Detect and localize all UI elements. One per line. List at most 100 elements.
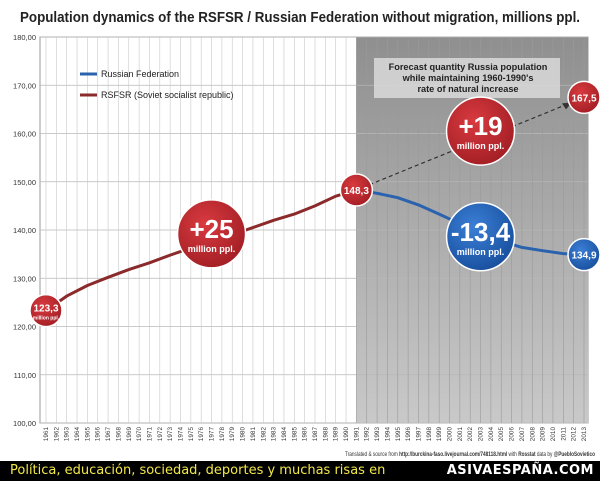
x-tick-label: 2001 — [457, 427, 464, 442]
x-tick-label: 2011 — [560, 427, 567, 441]
x-tick-label: 1983 — [271, 427, 278, 442]
source-note-part: http://burckina-faso.livejournal.com/748… — [399, 451, 507, 458]
x-tick-label: 1982 — [260, 427, 267, 442]
source-note-part: Translated & source from — [345, 451, 399, 458]
forecast-note: Forecast quantity Russia populationwhile… — [374, 58, 560, 98]
x-tick-label: 1962 — [53, 427, 60, 442]
x-tick-label: 2008 — [529, 427, 536, 442]
source-note-part: data by — [536, 451, 554, 458]
bubble-value: +25 — [189, 214, 233, 244]
x-tick-label: 2004 — [488, 427, 495, 442]
x-tick-label: 2005 — [498, 427, 505, 442]
x-tick-label: 1967 — [105, 427, 112, 442]
bubble-value: 148,3 — [344, 186, 369, 197]
legend-label: RSFSR (Soviet socialist republic) — [101, 90, 234, 100]
chart: Population dynamics of the RSFSR / Russi… — [13, 10, 600, 458]
bubble-unit: million ppl. — [457, 247, 505, 257]
x-tick-label: 1988 — [322, 427, 329, 442]
x-tick-label: 1999 — [436, 427, 443, 442]
x-tick-label: 2002 — [467, 427, 474, 442]
x-tick-label: 1989 — [333, 427, 340, 442]
y-tick-label: 100,00 — [13, 419, 36, 428]
x-tick-label: 1994 — [384, 427, 391, 442]
source-note-part: Rosstat — [518, 451, 536, 458]
forecast-note-line: Forecast quantity Russia population — [389, 62, 548, 72]
x-tick-label: 2013 — [581, 427, 588, 442]
x-tick-label: 1975 — [188, 427, 195, 442]
x-tick-label: 1981 — [250, 427, 257, 442]
y-tick-label: 120,00 — [13, 323, 36, 332]
x-tick-label: 1973 — [167, 427, 174, 442]
site-footer: Política, educación, sociedad, deportes … — [0, 461, 600, 481]
bubble-value: 134,9 — [571, 251, 596, 262]
chart-title: Population dynamics of the RSFSR / Russi… — [20, 10, 580, 26]
x-tick-label: 1980 — [240, 427, 247, 442]
y-tick-label: 150,00 — [13, 178, 36, 187]
forecast-note-line: while maintaining 1960-1990's — [402, 73, 534, 83]
x-tick-label: 1978 — [219, 427, 226, 442]
x-tick-label: 2000 — [447, 427, 454, 442]
bubble-circle — [567, 80, 600, 115]
forecast-line — [356, 101, 573, 191]
y-tick-label: 160,00 — [13, 130, 36, 139]
bubble-circle — [176, 199, 247, 269]
x-tick-label: 1970 — [136, 427, 143, 442]
x-tick-label: 1979 — [229, 427, 236, 442]
x-tick-label: 1965 — [84, 427, 91, 442]
x-tick-label: 1984 — [281, 427, 288, 442]
x-tick-label: 1995 — [395, 427, 402, 442]
y-tick-label: 110,00 — [14, 371, 36, 380]
footer-slogan: Política, educación, sociedad, deportes … — [10, 463, 386, 478]
x-tick-label: 1993 — [374, 427, 381, 442]
bubble-value: +19 — [458, 111, 502, 141]
bubble-value: 167,5 — [571, 93, 596, 104]
x-tick-label: 2010 — [550, 427, 557, 442]
x-tick-label: 1992 — [364, 427, 371, 442]
x-tick-label: 1976 — [198, 427, 205, 442]
x-tick-label: 1991 — [353, 427, 360, 442]
value-bubble: 167,5 — [567, 80, 600, 115]
x-tick-label: 1986 — [302, 427, 309, 442]
bubble-circle — [567, 237, 600, 272]
x-tick-label: 1997 — [415, 427, 422, 442]
y-tick-label: 170,00 — [13, 81, 36, 90]
grid — [40, 36, 588, 424]
x-tick-label: 1998 — [426, 427, 433, 442]
bubble-unit: million ppl. — [33, 316, 60, 322]
source-note-part: with — [507, 451, 518, 458]
bubble-circle — [445, 202, 516, 272]
value-bubble: 134,9 — [567, 237, 600, 272]
x-tick-label: 1990 — [343, 427, 350, 442]
source-note-part: @PuebloSovietico — [554, 451, 595, 458]
x-tick-label: 1996 — [405, 427, 412, 442]
bubble-circle — [29, 293, 63, 328]
x-tick-label: 1985 — [291, 427, 298, 442]
bubble-unit: million ppl. — [188, 244, 236, 254]
source-note: Translated & source from http://burckina… — [345, 451, 595, 458]
x-tick-label: 1987 — [312, 427, 319, 442]
x-tick-label: 2006 — [509, 427, 516, 442]
x-tick-label: 2009 — [540, 427, 547, 442]
x-tick-label: 2012 — [571, 427, 578, 442]
bubble-circle — [339, 173, 374, 207]
y-tick-label: 130,00 — [13, 274, 36, 283]
forecast-note-line: rate of natural increase — [417, 84, 518, 94]
bubble-unit: million ppl. — [457, 141, 505, 151]
footer-brand[interactable]: ASIVAESPAÑA.COM — [446, 463, 594, 478]
x-tick-label: 1969 — [126, 427, 133, 442]
x-tick-label: 1961 — [43, 427, 50, 442]
forecast-note-box — [374, 58, 560, 98]
bubble-circle — [445, 96, 516, 166]
x-tick-label: 1972 — [157, 427, 164, 442]
x-tick-label: 2007 — [519, 427, 526, 442]
x-tick-label: 1971 — [146, 427, 153, 442]
x-tick-label: 1977 — [209, 427, 216, 442]
legend: Russian Federation RSFSR (Soviet socialis… — [80, 69, 234, 100]
y-tick-label: 180,00 — [13, 33, 36, 42]
legend-label: Russian Federation — [101, 69, 179, 79]
